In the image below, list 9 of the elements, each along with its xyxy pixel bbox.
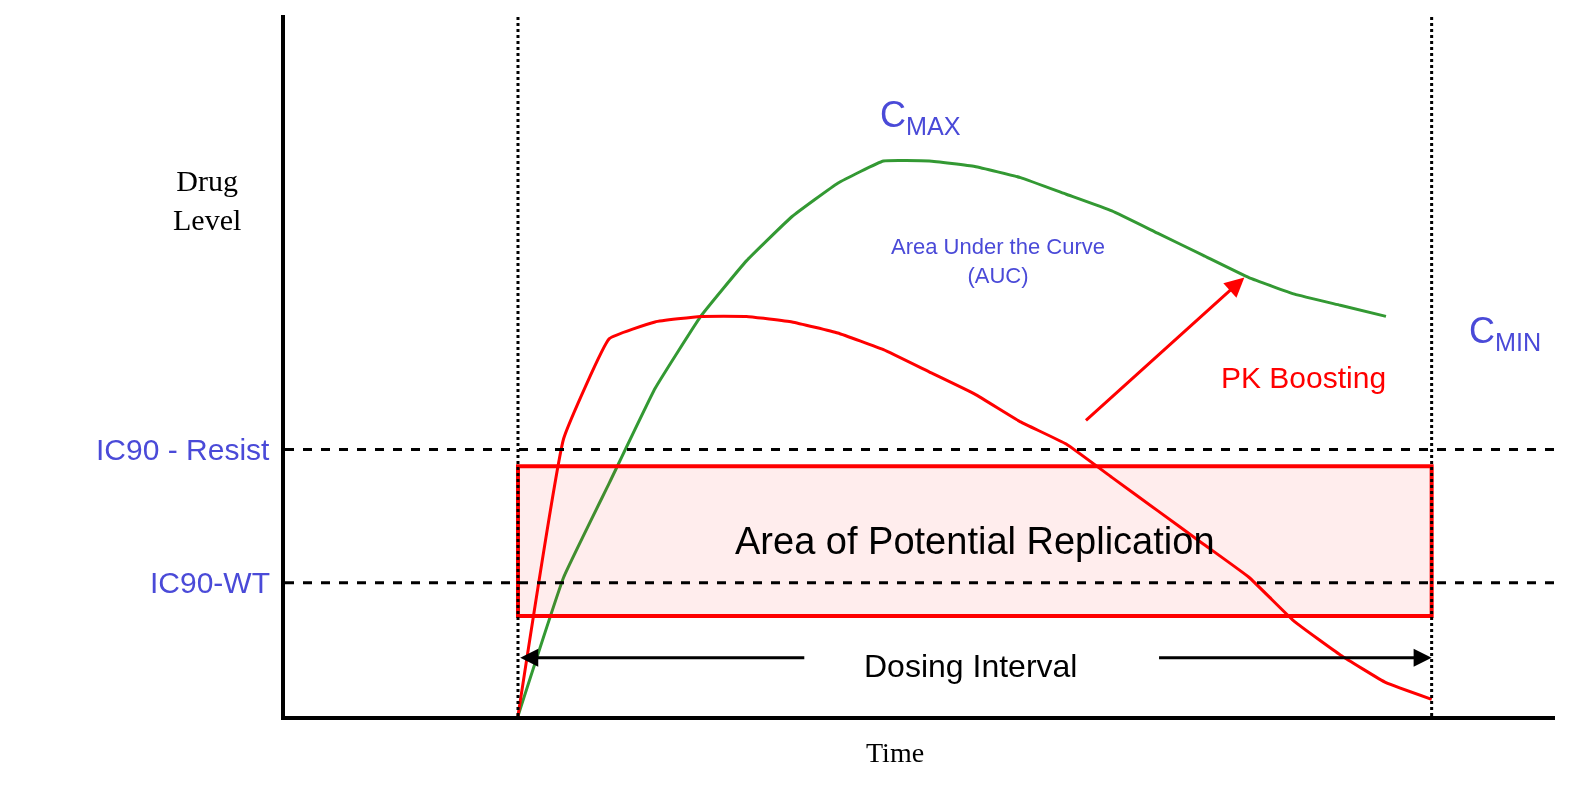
ref-line-label: IC90-WT xyxy=(150,566,270,599)
text: C$_{MAX}$ xyxy=(880,94,961,140)
annotation: PK Boosting xyxy=(1221,361,1387,394)
annotation: Dosing Interval xyxy=(864,648,1078,684)
annotation: Area Under the Curve (AUC) xyxy=(891,234,1105,288)
text: Drug Level xyxy=(173,164,242,236)
x-axis-title: Time xyxy=(866,737,925,768)
ref-line-label: IC90 - Resist xyxy=(96,433,271,466)
text: C$_{MIN}$ xyxy=(1469,310,1542,356)
